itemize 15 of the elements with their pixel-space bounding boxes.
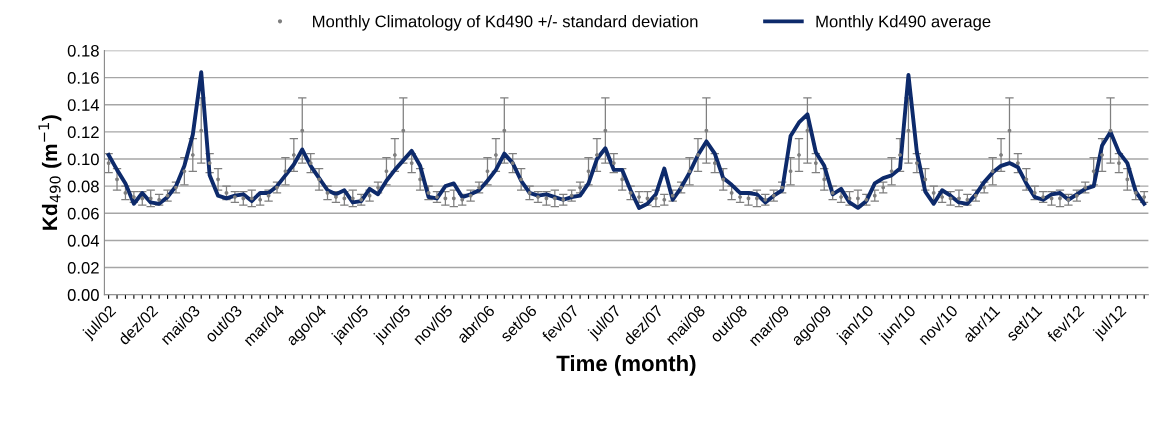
y-tick-label: 0.08 (67, 180, 99, 193)
x-axis-title: Time (month) (556, 354, 696, 376)
y-tick-label: 0.00 (67, 289, 99, 301)
y-tick-label: 0.12 (67, 126, 99, 139)
y-tick-label: 0.14 (67, 99, 100, 111)
y-tick-label: 0.02 (67, 261, 99, 274)
legend-label: Monthly Kd490 average (816, 15, 991, 31)
y-tick-label: 0.06 (67, 207, 99, 220)
y-tick-label: 0.10 (67, 153, 99, 166)
line-series (106, 70, 1147, 210)
y-tick-label: 0.18 (67, 44, 99, 57)
legend-label: Monthly Climatology of Kd490 +/- standard deviation (313, 15, 698, 31)
y-tick-label: 0.16 (67, 72, 99, 84)
y-tick-label: 0.04 (67, 234, 100, 247)
y-axis-title: Kd$_{490}$ (m$^{−1}$) (38, 115, 62, 230)
